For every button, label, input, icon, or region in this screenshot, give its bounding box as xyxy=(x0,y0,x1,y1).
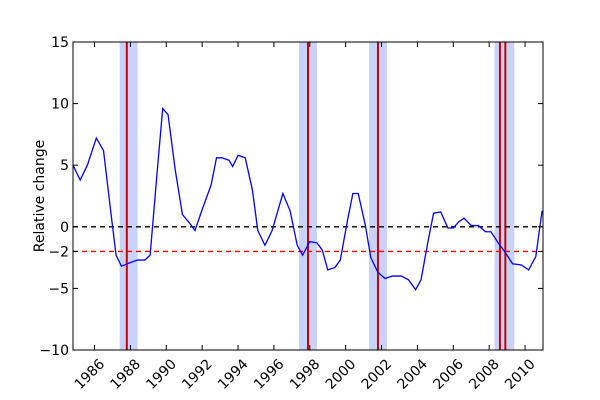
y-tick-label: −5 xyxy=(48,281,69,297)
y-tick-label: 10 xyxy=(51,97,69,113)
x-tick-label: 1996 xyxy=(251,356,288,393)
x-tick-label: 2004 xyxy=(395,356,432,393)
plot-frame xyxy=(72,41,544,351)
x-tick-label: 1992 xyxy=(179,356,216,393)
y-tick-label: −10 xyxy=(39,343,69,359)
x-tick-label: 2000 xyxy=(323,356,360,393)
x-tick-label: 1986 xyxy=(72,356,109,393)
x-tick-label: 2006 xyxy=(430,356,467,393)
x-tick-label: 2010 xyxy=(502,356,539,393)
x-tick-label: 1998 xyxy=(287,356,324,393)
recession-band xyxy=(119,42,138,350)
x-tick-label: 1988 xyxy=(108,356,145,393)
x-tick-label: 1990 xyxy=(143,356,180,393)
y-tick-label: 5 xyxy=(60,158,69,174)
x-tick-label: 2002 xyxy=(359,356,396,393)
y-tick-label: −2 xyxy=(48,244,69,260)
x-tick-label: 1994 xyxy=(215,356,252,393)
data-line xyxy=(72,106,543,291)
y-axis-label: Relative change xyxy=(32,140,48,252)
y-tick-label: 15 xyxy=(51,35,69,51)
y-tick-label: 0 xyxy=(60,220,69,236)
x-tick-label: 2008 xyxy=(466,356,503,393)
